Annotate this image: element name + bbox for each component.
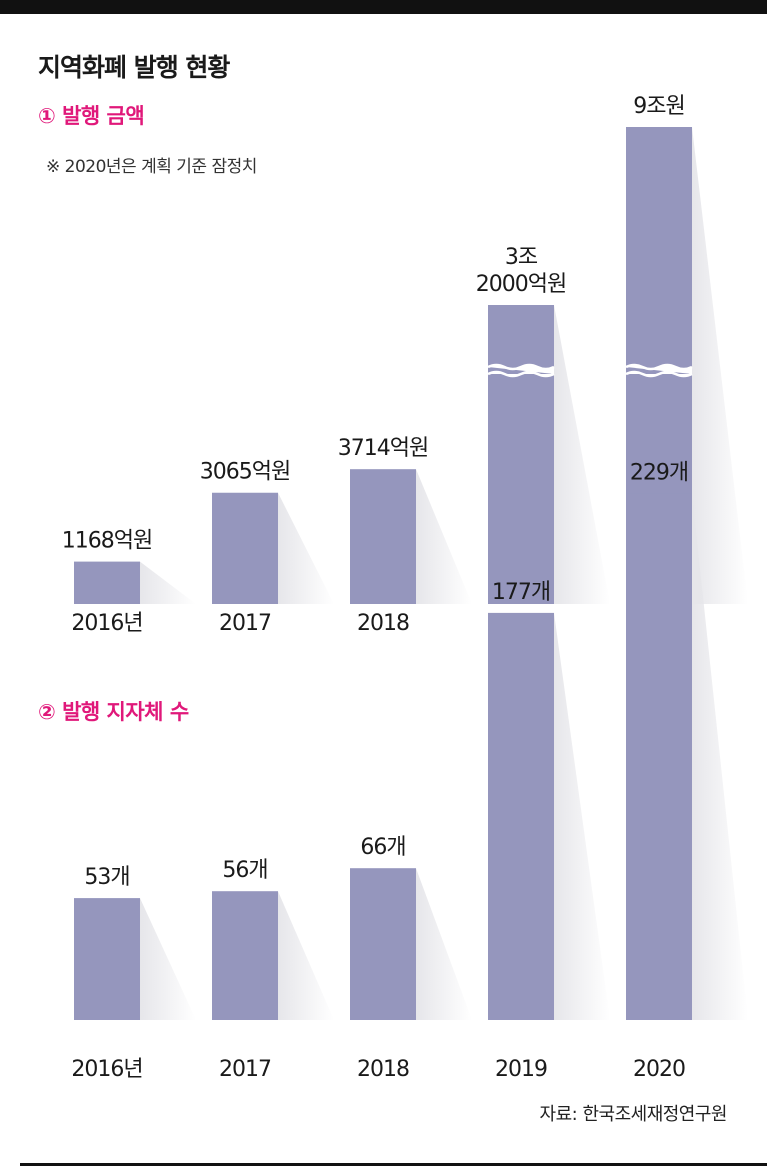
axis-break-line [487, 370, 555, 378]
bar-shadow [692, 127, 748, 604]
bar-shadow [692, 493, 748, 1020]
bar [74, 898, 140, 1020]
axis-break-line [487, 363, 555, 371]
bar-value-label: 2000억원 [476, 272, 566, 297]
bar [74, 561, 140, 604]
bar [488, 305, 554, 604]
bar-value-label: 177개 [492, 580, 550, 605]
page-title: 지역화폐 발행 현황 [38, 53, 230, 82]
bar-value-label: 229개 [630, 460, 688, 485]
bar-shadow [554, 305, 610, 604]
bar [212, 492, 278, 604]
chart-1-title: ① 발행 금액 [38, 104, 145, 128]
bar-shadow [278, 891, 334, 1020]
bar [626, 493, 692, 1020]
x-tick-label: 2017 [219, 1057, 271, 1082]
bar-value-label: 53개 [84, 865, 129, 890]
bar [350, 868, 416, 1020]
bar [212, 891, 278, 1020]
bar-value-label: 9조원 [633, 94, 684, 119]
axis-break-line [625, 370, 693, 378]
bar-shadow [554, 612, 610, 1020]
x-tick-label: 2019 [495, 1057, 547, 1082]
top-rule [0, 0, 767, 14]
bar-value-label: 3065억원 [200, 460, 290, 485]
bar-value-label: 1168억원 [62, 529, 152, 554]
x-tick-label: 2018 [357, 611, 409, 636]
axis-break-line [625, 363, 693, 371]
chart-1-note: ※ 2020년은 계획 기준 잠정치 [46, 157, 257, 177]
chart-2-title: ② 발행 지자체 수 [38, 700, 189, 724]
issuing-municipalities-chart: 53개 2016년 56개 2017 66개 2018 177개 2019 229개 2020 [71, 460, 748, 1082]
source-note: 자료: 한국조세재정연구원 [539, 1104, 728, 1125]
bar-value-label: 3조 [505, 245, 538, 270]
x-tick-label: 2020 [633, 1057, 685, 1082]
bar-shadow [140, 561, 196, 604]
x-tick-label: 2016년 [71, 1057, 142, 1082]
bottom-rule [20, 1163, 767, 1166]
bar [350, 469, 416, 604]
x-tick-label: 2017 [219, 611, 271, 636]
x-tick-label: 2016년 [71, 611, 142, 636]
x-tick-label: 2018 [357, 1057, 409, 1082]
bar-shadow [416, 469, 472, 604]
bar-value-label: 66개 [360, 835, 405, 860]
bar [488, 612, 554, 1020]
bar-value-label: 56개 [222, 858, 267, 883]
bar-shadow [416, 868, 472, 1020]
bar-value-label: 3714억원 [338, 436, 428, 461]
bar-shadow [278, 492, 334, 604]
bar-shadow [140, 898, 196, 1020]
